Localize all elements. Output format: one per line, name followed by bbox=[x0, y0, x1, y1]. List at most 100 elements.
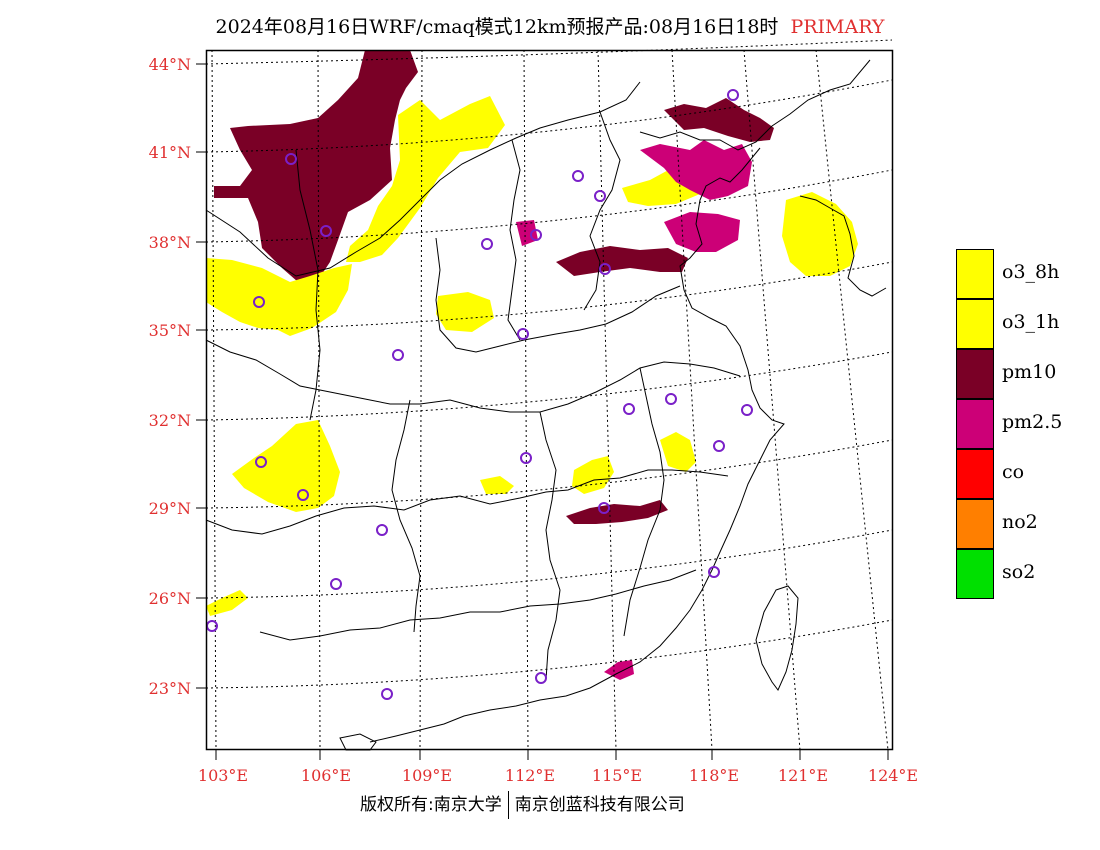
copyright-text: 版权所有:南京大学 bbox=[360, 795, 502, 815]
boundary-lines bbox=[205, 59, 887, 751]
legend-label: o3_8h bbox=[1002, 261, 1060, 283]
province-border-5 bbox=[259, 569, 697, 641]
lat-label: 35°N bbox=[149, 321, 191, 340]
taiwan-outline bbox=[755, 585, 799, 691]
legend-label: pm2.5 bbox=[1002, 411, 1063, 433]
meridian-103 bbox=[211, 49, 217, 751]
station-marker bbox=[623, 403, 635, 415]
station-marker bbox=[572, 170, 584, 182]
station-marker bbox=[297, 489, 309, 501]
lat-label: 26°N bbox=[149, 589, 191, 608]
map-title: 2024年08月16日WRF/cmaq模式12km预报产品:08月16日18时 P… bbox=[0, 12, 1100, 39]
title-text: 2024年08月16日WRF/cmaq模式12km预报产品:08月16日18时 bbox=[215, 16, 779, 38]
hainan-outline bbox=[339, 733, 377, 751]
o3-patch-loess bbox=[206, 258, 352, 336]
lat-label: 38°N bbox=[149, 233, 191, 252]
meridian-109 bbox=[419, 49, 423, 751]
o3-patch-sichuan bbox=[232, 420, 340, 512]
lat-label: 41°N bbox=[149, 143, 191, 162]
province-border-11 bbox=[583, 111, 621, 311]
province-border-8 bbox=[623, 367, 665, 637]
station-marker bbox=[708, 566, 720, 578]
coastline-korea bbox=[799, 195, 887, 297]
legend-label: o3_1h bbox=[1002, 311, 1060, 333]
parallel-41 bbox=[205, 79, 893, 153]
legend-label: so2 bbox=[1002, 561, 1036, 583]
station-marker bbox=[517, 328, 529, 340]
meridian-106 bbox=[317, 49, 321, 751]
o3-patch-hubei bbox=[480, 476, 514, 494]
legend-swatch bbox=[956, 399, 994, 449]
pm10-patch-korea-border bbox=[664, 98, 774, 142]
coastline-east bbox=[369, 147, 785, 743]
o3-patch-anhui bbox=[660, 432, 696, 472]
pollution-patches bbox=[206, 50, 858, 680]
legend-swatch bbox=[956, 249, 994, 299]
province-border-4 bbox=[205, 469, 729, 535]
copyright-footer: 版权所有:南京大学 南京创蓝科技有限公司 bbox=[360, 790, 685, 819]
station-marker bbox=[598, 502, 610, 514]
station-marker bbox=[665, 393, 677, 405]
o3-patch-guizhou-edge bbox=[206, 590, 248, 616]
station-marker bbox=[741, 404, 753, 416]
lon-label: 115°E bbox=[592, 766, 642, 785]
pm10-patch-inner-mongolia bbox=[214, 50, 418, 282]
province-border-9 bbox=[295, 149, 321, 421]
company-text: 南京创蓝科技有限公司 bbox=[514, 795, 685, 815]
o3-patch-jiangxi bbox=[572, 456, 614, 494]
parallel-35 bbox=[205, 261, 893, 331]
map-frame bbox=[205, 49, 894, 751]
lon-label: 118°E bbox=[689, 766, 739, 785]
station-marker bbox=[376, 524, 388, 536]
pm25-patch-shandong bbox=[516, 220, 538, 246]
station-marker bbox=[599, 263, 611, 275]
station-marker bbox=[253, 296, 265, 308]
o3-patch-taiwan-strait bbox=[782, 192, 858, 276]
legend-label: pm10 bbox=[1002, 361, 1057, 383]
province-border-3 bbox=[205, 339, 741, 413]
graticule bbox=[205, 39, 893, 751]
parallel-26 bbox=[205, 529, 893, 599]
o3-patch-shanxi bbox=[436, 292, 494, 332]
lon-label: 124°E bbox=[868, 766, 918, 785]
station-marker bbox=[330, 578, 342, 590]
lon-label: 109°E bbox=[402, 766, 452, 785]
station-marker bbox=[530, 229, 542, 241]
legend-label: no2 bbox=[1002, 511, 1038, 533]
meridian-115 bbox=[597, 49, 617, 751]
pm25-patch-guangdong bbox=[604, 660, 634, 680]
station-marker bbox=[285, 153, 297, 165]
legend-swatch bbox=[956, 299, 994, 349]
lat-label: 44°N bbox=[149, 55, 191, 74]
station-marker bbox=[255, 456, 267, 468]
lon-label: 106°E bbox=[301, 766, 351, 785]
pm10-patch-jiangxi bbox=[566, 500, 668, 524]
meridian-112 bbox=[523, 49, 529, 751]
meridian-121 bbox=[743, 49, 801, 751]
station-marker bbox=[392, 349, 404, 361]
lat-label: 23°N bbox=[149, 679, 191, 698]
footer-divider bbox=[507, 791, 509, 819]
longitude-labels: 103°E 106°E 109°E 112°E 115°E 118°E 121°… bbox=[198, 766, 918, 785]
o3-patch-north-band bbox=[346, 96, 505, 262]
legend-swatch bbox=[956, 499, 994, 549]
station-marker bbox=[481, 238, 493, 250]
province-border-10 bbox=[507, 139, 521, 341]
coastline-bohai bbox=[639, 59, 871, 151]
province-border-6 bbox=[391, 399, 421, 633]
legend-swatch bbox=[956, 349, 994, 399]
lat-label: 32°N bbox=[149, 411, 191, 430]
station-marker bbox=[381, 688, 393, 700]
axis-ticks bbox=[196, 63, 889, 760]
pm10-patch-north-plain bbox=[556, 246, 688, 276]
parallel-38 bbox=[205, 169, 893, 243]
parallel-44 bbox=[205, 39, 893, 65]
province-border-1 bbox=[205, 81, 641, 277]
legend-swatch bbox=[956, 549, 994, 599]
parallel-29 bbox=[205, 439, 893, 509]
lon-label: 121°E bbox=[778, 766, 828, 785]
lon-label: 103°E bbox=[198, 766, 248, 785]
legend-label: co bbox=[1002, 461, 1025, 483]
station-marker bbox=[713, 440, 725, 452]
parallel-32 bbox=[205, 351, 893, 421]
